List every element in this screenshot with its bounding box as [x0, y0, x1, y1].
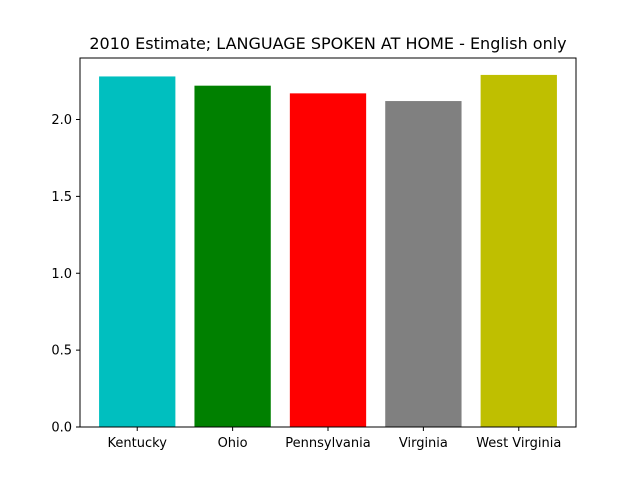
y-tick-label: 2.0: [51, 113, 72, 128]
x-tick-label: Ohio: [218, 436, 248, 451]
bar-west-virginia: [480, 74, 557, 427]
bars-group: [99, 74, 557, 428]
x-tick-label: Pennsylvania: [285, 436, 370, 451]
x-tick-label: Kentucky: [108, 436, 168, 451]
bar-ohio: [194, 85, 271, 428]
bar-pennsylvania: [289, 93, 367, 428]
y-axis: 0.0 0.5 1.0 1.5 2.0: [51, 113, 80, 436]
bar-kentucky: [99, 76, 176, 427]
y-tick-label: 0.0: [51, 421, 72, 436]
x-tick-label: West Virginia: [476, 436, 561, 451]
chart-title: 2010 Estimate; LANGUAGE SPOKEN AT HOME -…: [89, 34, 566, 53]
x-tick-label: Virginia: [399, 436, 448, 451]
y-tick-label: 1.5: [51, 190, 72, 205]
x-axis: Kentucky Ohio Pennsylvania Virginia West Vir…: [108, 427, 561, 451]
y-tick-label: 1.0: [51, 267, 72, 282]
y-tick-label: 0.5: [51, 344, 72, 359]
bar-virginia: [385, 101, 462, 428]
